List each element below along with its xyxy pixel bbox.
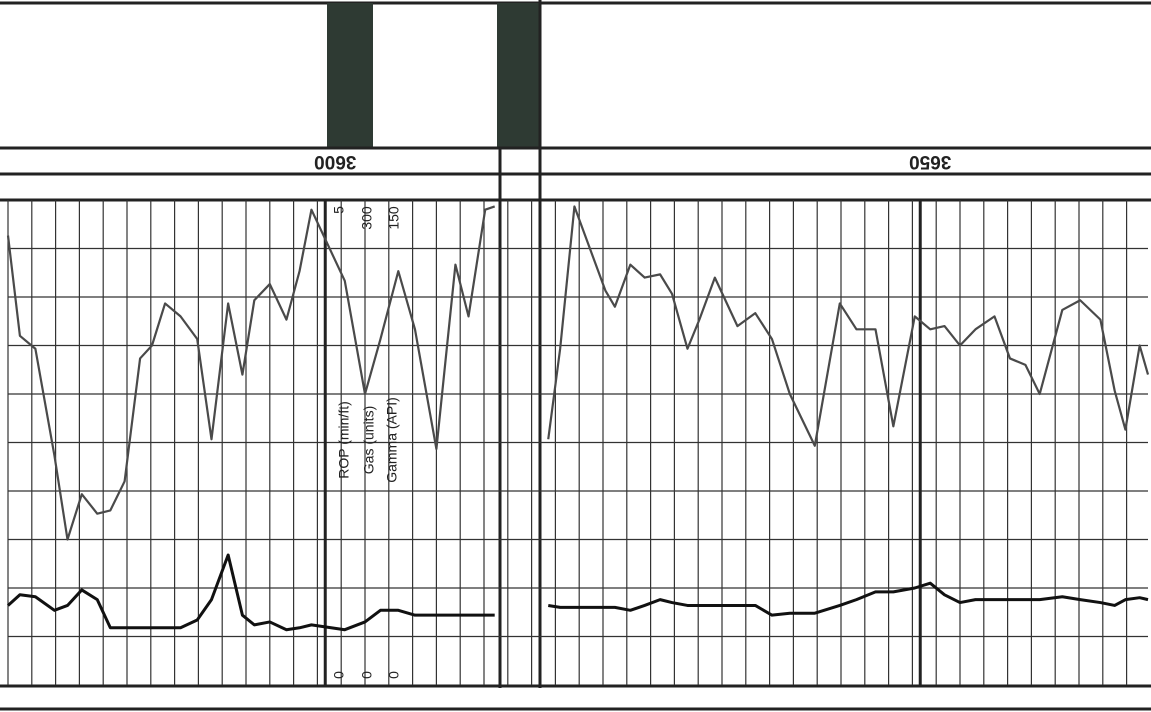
gamma-title: Gamma (API) [384, 397, 400, 483]
rop-scale: 0 [331, 671, 347, 679]
rop-scale: 5 [331, 206, 347, 214]
rop-title: ROP (min/ft) [336, 401, 352, 479]
depth-label: 3600 [314, 151, 356, 172]
depth-label: 3650 [909, 151, 951, 172]
gas-scale: 0 [359, 671, 375, 679]
log-curve [6, 553, 1149, 632]
labels: 3600 3650 0 5 0 300 0 150 ROP (min/ft) Gas (units… [314, 151, 951, 679]
gas-title: Gas (units) [361, 406, 377, 474]
gas-scale: 300 [359, 206, 375, 230]
lithology-block [497, 3, 540, 148]
gamma-scale: 0 [386, 671, 402, 679]
log-curve [6, 205, 1150, 541]
lithology-block [327, 3, 373, 148]
marks [6, 205, 1150, 632]
gamma-scale: 150 [386, 206, 402, 230]
